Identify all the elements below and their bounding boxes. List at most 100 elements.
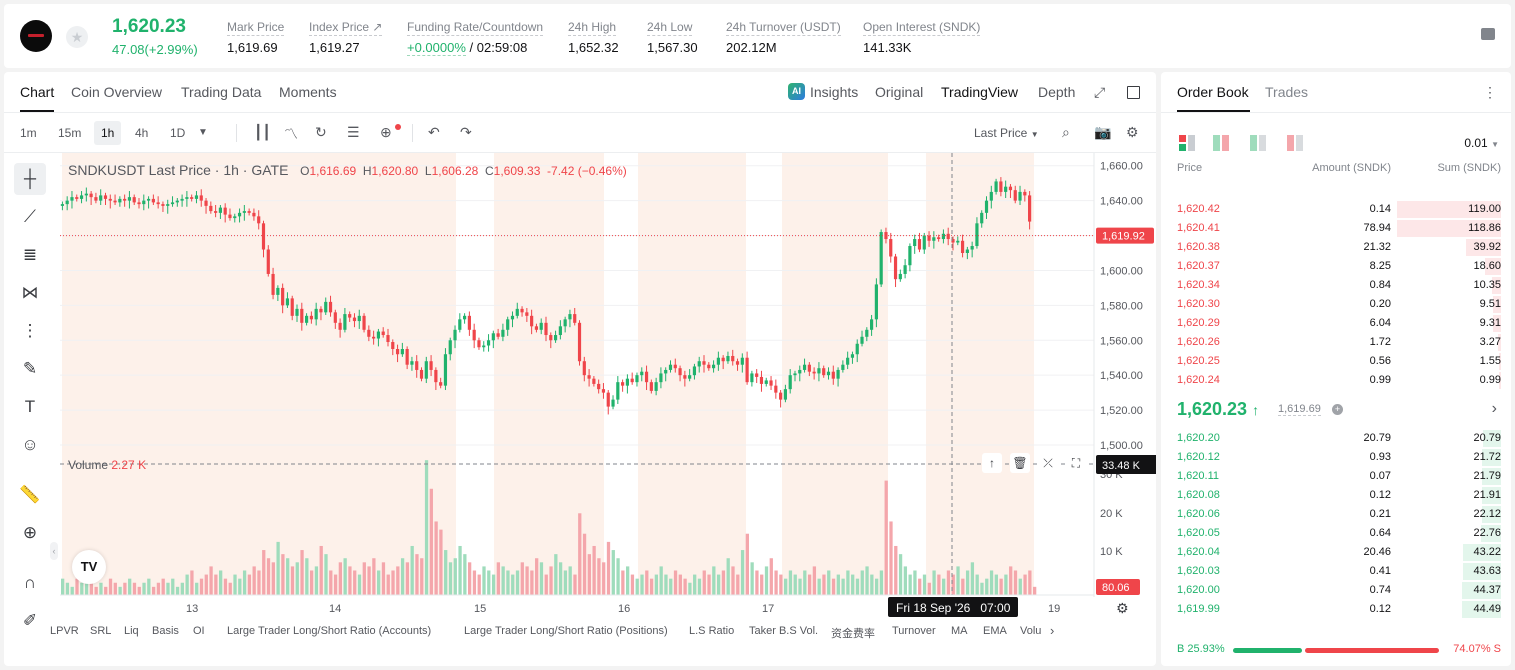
indicator-taker-bs-vol[interactable]: Taker B.S Vol.: [749, 625, 819, 637]
interval-1m[interactable]: 1m: [20, 126, 37, 140]
indicator-ls-ratio[interactable]: L.S Ratio: [689, 625, 735, 637]
compare-icon[interactable]: ↻: [315, 124, 327, 140]
stat-index-price[interactable]: Index Price ↗ 1,619.27: [309, 20, 383, 55]
move-up-icon[interactable]: ↑: [982, 453, 1002, 473]
indicator-ma[interactable]: MA: [951, 625, 968, 637]
ask-row[interactable]: 1,620.41 78.94 118.86: [1161, 219, 1511, 238]
indicator-funding-rate[interactable]: 资金费率: [831, 628, 875, 640]
indicator-large-trader-positions[interactable]: Large Trader Long/Short Ratio (Positions…: [464, 625, 668, 637]
bid-row[interactable]: 1,620.12 0.93 21.72: [1161, 448, 1511, 467]
ask-row[interactable]: 1,620.25 0.56 1.55: [1161, 352, 1511, 371]
candle-body: [367, 329, 371, 337]
expand-icon[interactable]: ⤢: [1094, 84, 1106, 100]
bid-row[interactable]: 1,620.00 0.74 44.37: [1161, 581, 1511, 600]
bid-row[interactable]: 1,620.20 20.79 20.79: [1161, 429, 1511, 448]
tab-order-book[interactable]: Order Book: [1177, 84, 1249, 100]
ask-row[interactable]: 1,620.24 0.99 0.99: [1161, 371, 1511, 390]
pattern-tool-icon[interactable]: ⋈: [21, 283, 39, 302]
last-price-select[interactable]: Last Price ▼: [974, 126, 1039, 140]
indicator-srl[interactable]: SRL: [90, 625, 112, 637]
bid-row[interactable]: 1,620.05 0.64 22.76: [1161, 524, 1511, 543]
indicator-oi[interactable]: OI: [193, 625, 205, 637]
interval-1h[interactable]: 1h: [94, 121, 122, 145]
bid-row[interactable]: 1,620.03 0.41 43.63: [1161, 562, 1511, 581]
view-insights[interactable]: Insights: [810, 84, 859, 100]
ask-row[interactable]: 1,620.37 8.25 18.60: [1161, 257, 1511, 276]
candle-type-icon[interactable]: ┃┃: [254, 124, 271, 140]
tradingview-logo[interactable]: TV: [72, 550, 106, 584]
pencil-lock-icon[interactable]: ✐: [22, 611, 38, 630]
tab-chart[interactable]: Chart: [20, 84, 55, 100]
bid-row[interactable]: 1,619.99 0.12 44.49: [1161, 600, 1511, 619]
templates-icon[interactable]: ☰: [347, 124, 360, 140]
bid-row[interactable]: 1,620.11 0.07 21.79: [1161, 467, 1511, 486]
window-icon[interactable]: [1127, 86, 1140, 99]
bid-row[interactable]: 1,620.08 0.12 21.91: [1161, 486, 1511, 505]
fib-tool-icon[interactable]: ≣: [22, 245, 38, 264]
view-depth[interactable]: Depth: [1038, 84, 1076, 100]
ask-row[interactable]: 1,620.29 6.04 9.31: [1161, 314, 1511, 333]
crosshair-volume-tag-text: 33.48 K: [1102, 460, 1141, 472]
indicator-turnover[interactable]: Turnover: [892, 625, 936, 637]
interval-4h[interactable]: 4h: [135, 126, 149, 140]
info-icon[interactable]: +: [1332, 404, 1343, 415]
price-chart[interactable]: 1,660.001,640.001,620.001,600.001,580.00…: [4, 72, 1156, 666]
ask-row[interactable]: 1,620.30 0.20 9.51: [1161, 295, 1511, 314]
indicator-liq[interactable]: Liq: [124, 625, 139, 637]
bid-row[interactable]: 1,620.06 0.21 22.12: [1161, 505, 1511, 524]
indicators-icon[interactable]: 〽: [284, 126, 298, 142]
redo-icon[interactable]: ↷: [460, 124, 472, 140]
tab-trades[interactable]: Trades: [1265, 84, 1309, 100]
notebook-icon[interactable]: [1481, 28, 1495, 40]
candle-body: [65, 200, 69, 205]
indicator-lpvr[interactable]: LPVR: [50, 625, 79, 637]
axis-settings-icon[interactable]: ⚙: [1116, 601, 1129, 617]
bid-row[interactable]: 1,620.04 20.46 43.22: [1161, 543, 1511, 562]
view-both-icon[interactable]: [1179, 135, 1195, 151]
add-alert-icon[interactable]: ⊕: [380, 124, 392, 140]
tab-moments[interactable]: Moments: [279, 84, 337, 100]
undo-icon[interactable]: ↶: [428, 124, 440, 140]
tab-coin-overview[interactable]: Coin Overview: [71, 84, 163, 100]
depth-bar: [1463, 544, 1501, 561]
ask-row[interactable]: 1,620.34 0.84 10.35: [1161, 276, 1511, 295]
trendline-tool-icon[interactable]: ⟋: [24, 207, 36, 226]
indicator-large-trader-accounts[interactable]: Large Trader Long/Short Ratio (Accounts): [227, 625, 432, 637]
interval-1d[interactable]: 1D: [170, 126, 186, 140]
ai-insights-icon[interactable]: AI: [788, 83, 805, 100]
indicator-ema[interactable]: EMA: [983, 625, 1007, 637]
favorite-star-icon[interactable]: ★: [66, 26, 88, 48]
indicator-basis[interactable]: Basis: [152, 625, 179, 637]
tab-trading-data[interactable]: Trading Data: [181, 84, 262, 100]
interval-15m[interactable]: 15m: [58, 126, 82, 140]
precision-select[interactable]: 0.01 ▼: [1464, 136, 1499, 150]
chevron-right-icon[interactable]: ›: [1491, 400, 1497, 417]
delete-pane-icon[interactable]: 🗑: [1010, 453, 1030, 473]
view-original[interactable]: Original: [875, 84, 924, 100]
scroll-right-icon[interactable]: ›: [1050, 623, 1055, 638]
text-tool-icon[interactable]: T: [24, 397, 36, 416]
brush-tool-icon[interactable]: ✎: [22, 359, 38, 378]
emoji-tool-icon[interactable]: ☺: [21, 435, 39, 454]
interval-dropdown-icon[interactable]: ▼: [198, 127, 208, 138]
collapse-pane-icon[interactable]: ⤫: [1038, 453, 1058, 473]
view-bids-icon[interactable]: [1250, 135, 1266, 151]
maximize-pane-icon[interactable]: ⛶: [1066, 453, 1086, 473]
view-asks-icon[interactable]: [1287, 135, 1303, 151]
more-options-icon[interactable]: ⋮: [1483, 84, 1497, 100]
indicator-volume[interactable]: Volu: [1020, 625, 1042, 637]
zoom-in-tool-icon[interactable]: ⊕: [22, 523, 38, 542]
ask-row[interactable]: 1,620.42 0.14 119.00: [1161, 200, 1511, 219]
ruler-tool-icon[interactable]: 📏: [19, 485, 41, 504]
camera-icon[interactable]: 📷: [1094, 124, 1112, 140]
ask-row[interactable]: 1,620.38 21.32 39.92: [1161, 238, 1511, 257]
ask-row[interactable]: 1,620.26 1.72 3.27: [1161, 333, 1511, 352]
crosshair-tool-icon[interactable]: ┼: [14, 163, 46, 195]
view-tradingview[interactable]: TradingView: [941, 84, 1019, 100]
magnet-tool-icon[interactable]: ∩: [23, 573, 37, 592]
projection-tool-icon[interactable]: ⋮: [21, 321, 39, 340]
view-split-icon[interactable]: [1213, 135, 1229, 151]
collapse-toolbar-icon[interactable]: ‹: [50, 542, 58, 560]
search-icon[interactable]: ⌕: [1062, 124, 1070, 140]
settings-gear-icon[interactable]: ⚙: [1126, 124, 1139, 140]
